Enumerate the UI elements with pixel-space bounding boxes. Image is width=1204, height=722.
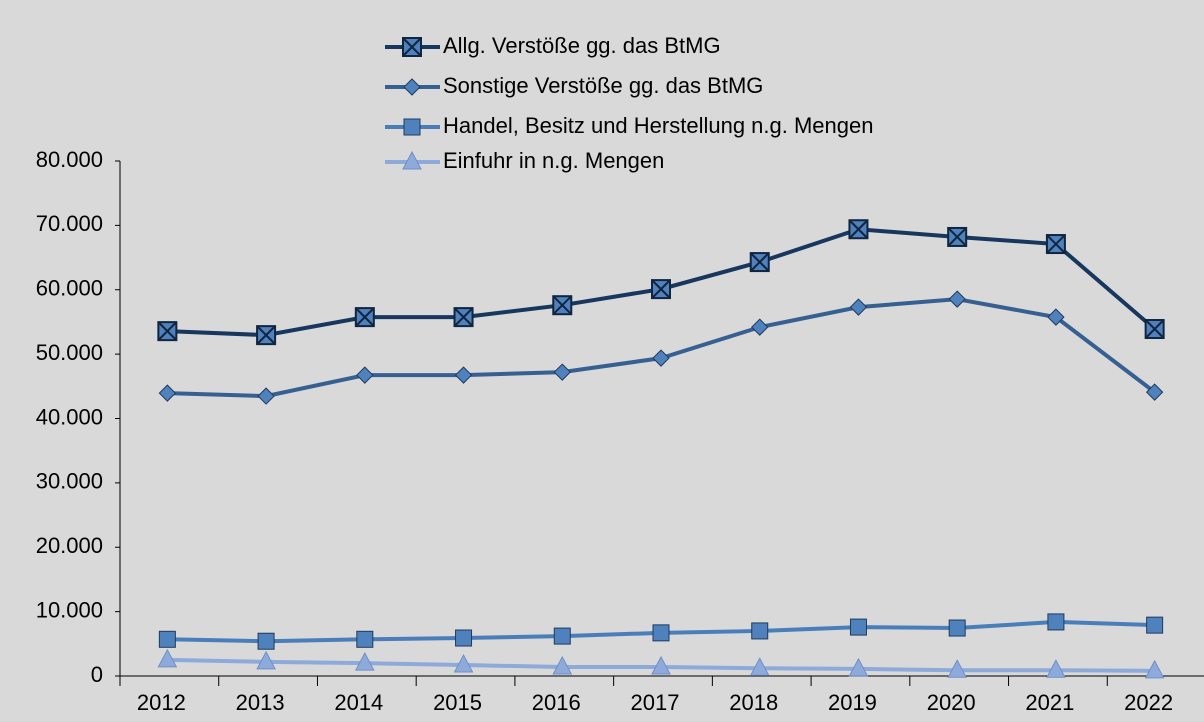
marker [455,629,473,647]
y-tick-label: 80.000 [36,147,103,172]
x-tick-label: 2015 [433,690,482,715]
marker-cross [1144,319,1165,339]
x-tick-label: 2021 [1025,690,1074,715]
marker [454,366,473,384]
marker [749,252,770,273]
marker [403,118,421,136]
x-tick-label: 2016 [532,690,581,715]
marker [356,366,374,384]
marker-cross [256,325,276,345]
marker [749,657,770,676]
legend-label: Allg. Verstöße gg. das BtMG [443,33,721,58]
y-tick-label: 70.000 [36,211,103,236]
marker [356,630,374,648]
marker [553,363,571,381]
marker-cross [651,279,671,299]
marker-cross [552,295,572,315]
marker [157,321,178,342]
marker [256,650,276,670]
marker [158,384,177,402]
marker [651,655,671,675]
y-tick-label: 50.000 [36,340,103,365]
series-line [167,297,1156,399]
marker-cross [848,219,869,239]
marker [402,37,422,57]
marker [256,325,277,346]
marker [849,298,868,316]
y-tick-label: 10.000 [36,597,103,622]
marker [1047,613,1065,631]
marker [751,318,769,336]
marker-cross [157,321,178,341]
x-tick-label: 2018 [729,690,778,715]
marker-cross [453,307,474,327]
marker [553,627,571,645]
marker [849,618,867,636]
marker [552,655,573,675]
marker [354,307,375,328]
y-tick-label: 30.000 [36,469,103,494]
marker-cross [947,227,967,247]
x-tick-label: 2014 [334,690,383,715]
marker [652,624,670,642]
marker [848,219,869,240]
marker [1144,319,1165,340]
marker [453,307,474,328]
marker [947,659,968,678]
x-tick-label: 2013 [236,690,285,715]
x-tick-label: 2019 [828,690,877,715]
marker [158,630,176,648]
y-tick-label: 0 [91,662,103,687]
x-tick-label: 2017 [631,690,680,715]
marker [1144,659,1165,679]
marker-cross [355,307,375,327]
legend-label: Einfuhr in n.g. Mengen [443,148,664,173]
legend-label: Sonstige Verstöße gg. das BtMG [443,73,763,98]
y-tick-label: 40.000 [36,404,103,429]
x-tick-label: 2022 [1124,690,1173,715]
marker [1045,234,1066,255]
x-tick-label: 2020 [927,690,976,715]
marker [403,78,421,96]
marker [1047,308,1065,326]
marker-cross [1046,234,1066,254]
marker [1146,616,1164,634]
marker [947,226,968,247]
marker [1145,383,1164,401]
marker [157,648,178,668]
marker [257,387,275,405]
marker-cross [750,252,770,272]
marker [453,653,474,673]
marker [1046,659,1066,678]
marker [552,295,573,316]
marker [948,619,966,637]
y-tick-label: 60.000 [36,276,103,301]
legend-label: Handel, Besitz und Herstellung n.g. Meng… [443,113,873,138]
marker [402,150,422,170]
y-tick-label: 20.000 [36,533,103,558]
marker [848,657,869,677]
marker [652,349,670,367]
marker [751,622,769,640]
marker [651,279,671,300]
marker [948,290,966,308]
marker [354,652,375,671]
marker-cross [402,37,422,57]
marker [257,632,275,650]
x-tick-label: 2012 [137,690,186,715]
